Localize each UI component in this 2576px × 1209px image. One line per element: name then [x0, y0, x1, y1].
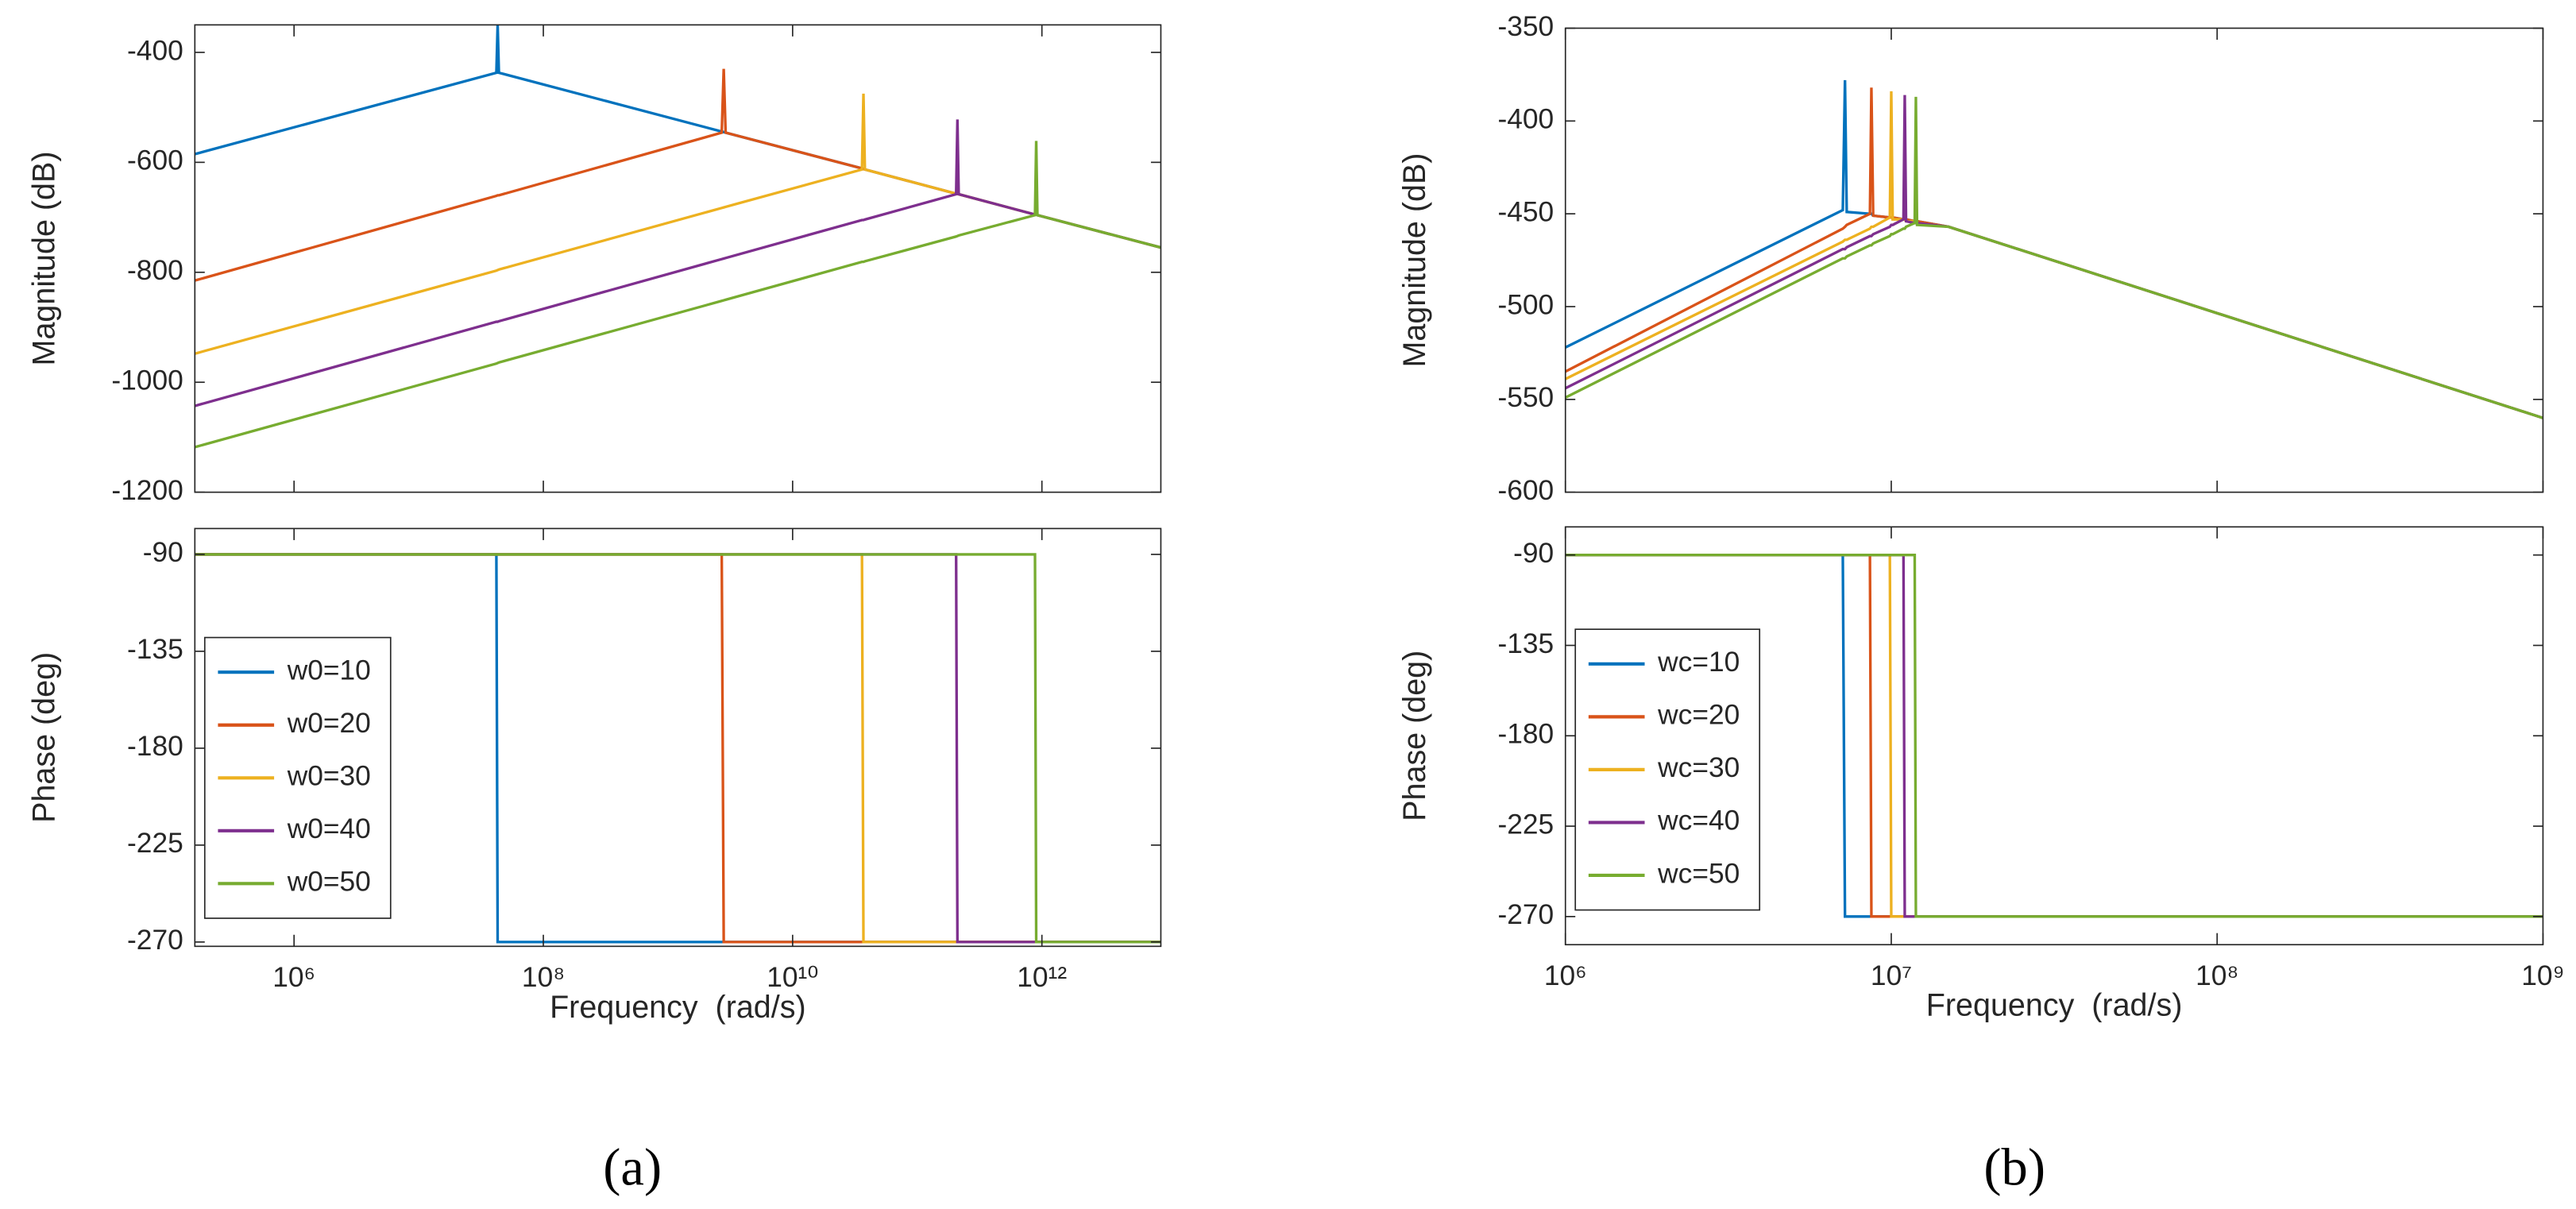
y-tick-label: -270: [127, 925, 183, 956]
y-tick-label: -800: [127, 255, 183, 286]
y-tick-label: -270: [1497, 899, 1554, 930]
legend-label: wc=20: [1657, 700, 1740, 731]
x-tick-label: 10⁸: [522, 962, 565, 993]
y-axis-label: Phase (deg): [1397, 651, 1432, 821]
y-tick-label: -600: [127, 145, 183, 176]
y-tick-label: -550: [1497, 382, 1554, 413]
y-tick-label: -600: [1497, 475, 1554, 506]
series-line: [195, 553, 1161, 944]
y-tick-label: -90: [143, 537, 183, 568]
plot-area: [195, 25, 1161, 492]
series-line: [1565, 96, 2543, 419]
legend-label: w0=50: [287, 867, 371, 898]
x-tick-label: 10⁹: [2521, 960, 2564, 991]
y-tick-label: -350: [1497, 11, 1554, 42]
legend-label: w0=30: [287, 761, 371, 792]
x-tick-label: 10⁶: [1544, 960, 1587, 991]
y-tick-label: -225: [127, 828, 183, 859]
y-tick-label: -400: [127, 35, 183, 66]
y-tick-label: -450: [1497, 196, 1554, 227]
caption: (a): [603, 1138, 662, 1196]
y-tick-label: -180: [127, 731, 183, 762]
legend-label: wc=40: [1657, 805, 1740, 836]
y-tick-label: -1000: [111, 365, 183, 396]
y-axis-label: Magnitude (dB): [27, 152, 62, 366]
x-tick-label: 10¹⁰: [767, 962, 818, 993]
y-tick-label: -90: [1513, 538, 1554, 569]
legend-label: w0=40: [287, 813, 371, 844]
y-tick-label: -500: [1497, 289, 1554, 320]
y-axis-label: Phase (deg): [27, 652, 62, 823]
y-axis-label: Magnitude (dB): [1397, 153, 1432, 368]
x-tick-label: 10⁷: [1871, 960, 1912, 991]
axes-frame: [1564, 27, 2544, 493]
y-tick-label: -1200: [111, 475, 183, 506]
y-tick-label: -180: [1497, 719, 1554, 750]
legend-label: wc=30: [1657, 752, 1740, 783]
x-tick-label: 10⁸: [2196, 960, 2238, 991]
x-axis-label: Frequency (rad/s): [1926, 988, 2183, 1023]
axes-frame: [194, 527, 1162, 948]
x-axis-label: Frequency (rad/s): [550, 990, 806, 1025]
legend-label: w0=10: [287, 655, 371, 686]
y-tick-label: -135: [1497, 628, 1554, 659]
y-tick-label: -400: [1497, 104, 1554, 135]
axes-frame: [194, 24, 1162, 493]
legend-label: wc=50: [1657, 858, 1740, 889]
caption: (b): [1983, 1138, 2045, 1196]
legend-label: wc=10: [1657, 647, 1740, 678]
y-tick-label: -135: [127, 634, 183, 665]
y-tick-label: -225: [1497, 809, 1554, 840]
series-line: [1565, 554, 2543, 918]
x-tick-label: 10¹²: [1017, 962, 1067, 993]
series-line: [195, 141, 1161, 449]
x-tick-label: 10⁶: [272, 962, 315, 993]
legend-label: w0=20: [287, 708, 371, 739]
